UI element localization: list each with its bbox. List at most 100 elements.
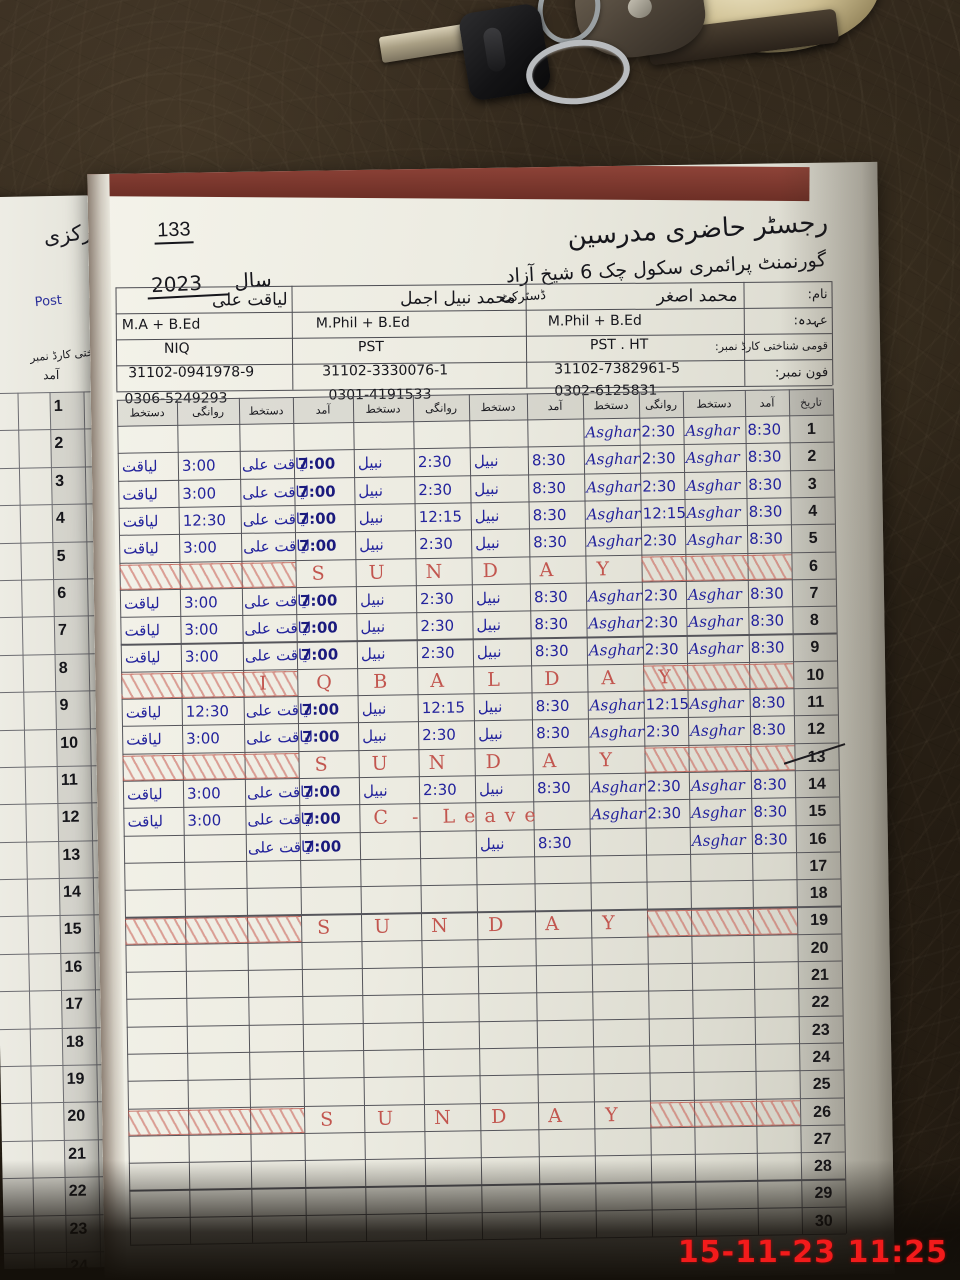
time-cell: 12:15 [418,507,463,526]
signature-cell: Asghar [689,694,744,713]
holiday-letter: D [482,559,498,582]
time-cell: 8:30 [534,642,569,661]
column-header: دستخط [593,398,629,413]
time-cell: 12:30 [182,511,227,530]
holiday-letter: D [485,750,501,773]
holiday-letter: Y [596,557,610,580]
teacher-name: لیاقت علی [211,289,288,311]
holiday-letter: S [320,1108,334,1131]
holiday-hatch [125,916,302,945]
signature-cell: Asghar [589,695,644,715]
keychain [378,0,886,136]
holiday-hatch [644,744,795,773]
column-header: دستخط [480,400,516,415]
time-cell: 8:30 [752,775,787,794]
holiday-hatch [649,1099,801,1128]
time-cell: 8:30 [534,614,569,634]
time-cell: 2:30 [647,804,682,823]
holiday-hatch [646,908,798,937]
holiday-letter: A [539,558,554,581]
signature-cell: نبیل [358,508,384,527]
signature-cell: لیاقت [124,648,161,668]
holiday-letter: S [311,562,325,585]
time-cell: 8:30 [753,802,788,822]
time-cell: 7:00 [300,618,338,638]
adjacent-page-row-number: 2 [54,435,64,453]
adjacent-page-row-number: 17 [65,995,84,1014]
time-cell: 3:00 [186,784,221,803]
holiday-letter: S [314,753,328,776]
column-header: دستخط [129,406,165,420]
signature-cell: Asghar [686,475,741,495]
signature-cell: لیاقت [126,785,163,804]
signature-cell: نبیل [474,506,500,526]
time-cell: 3:00 [181,456,216,476]
time-cell: 7:00 [303,836,342,856]
signature-cell: نبیل [479,834,505,853]
time-cell: 2:30 [642,476,677,496]
register-page: 133 رجسٹر حاضری مدرسین گورنمنٹ پرائمری س… [87,161,895,1280]
adjacent-page-arrival-label: آمد [43,367,60,383]
column-header: آمد [315,403,331,417]
signature-cell: Asghar [691,830,746,850]
holiday-letter: N [434,1106,451,1129]
signature-cell: لیاقت [125,703,162,722]
teacher-qualification: M.Phil + B.Ed [547,312,642,330]
holiday-letter: A [542,749,557,772]
time-cell: 8:30 [751,693,786,712]
holiday-letter: D [487,914,504,937]
teacher-cnic: 31102-7382961-5 [554,360,681,378]
column-header: آمد [547,399,563,414]
time-cell: 8:30 [748,529,783,549]
time-cell: 2:30 [646,776,681,796]
signature-cell: نبیل [357,453,383,473]
holiday-hatch [121,670,298,699]
time-cell: 12:15 [421,698,466,718]
signature-cell: نبیل [478,779,504,799]
page-shadow-gutter [777,161,895,1278]
signature-cell: نبیل [361,699,387,719]
column-header: دستخط [696,397,732,411]
time-cell: 8:30 [749,584,784,603]
signature-cell: لیاقت [127,812,164,831]
teacher-qualification: M.Phil + B.Ed [315,314,410,332]
signature-cell: نبیل [359,535,384,555]
adjacent-page-row-number: 5 [56,547,66,565]
signature-cell: لیاقت [121,457,158,477]
holiday-letter: A [544,913,560,936]
time-cell: 8:30 [536,778,571,798]
teacher-designation: NIQ [163,340,190,357]
time-cell: 7:00 [302,782,341,801]
signature-cell: Asghar [686,530,742,550]
time-cell: 8:30 [748,474,783,494]
time-cell: 7:00 [299,591,338,610]
signature-cell: Asghar [586,504,641,524]
time-cell: 3:00 [183,593,218,612]
teacher-designation: PST [357,339,384,356]
column-header: دستخط [365,402,401,416]
holiday-letter: L [487,668,501,691]
holiday-letter: D [490,1105,507,1128]
adjacent-page-row-number: 18 [65,1033,84,1051]
signature-cell: Asghar [585,422,640,442]
signature-cell: Asghar [591,804,646,824]
signature-cell: نبیل [476,615,502,635]
signature-cell: نبیل [475,534,500,553]
signature-cell: نبیل [360,645,386,664]
time-cell: 7:00 [298,509,337,528]
time-cell: 3:00 [182,483,217,503]
time-cell: 8:30 [750,611,785,631]
time-cell: 8:30 [535,696,570,716]
holiday-letter: Y [604,1103,618,1126]
time-cell: 3:00 [187,811,222,830]
holiday-letter: U [374,916,391,939]
signature-cell: Asghar [587,531,642,551]
camera-timestamp: 15-11-23 11:25 [677,1235,948,1270]
adjacent-page-post-mark: Post [33,292,63,311]
holiday-letter: D [544,667,560,690]
signature-cell: Asghar [590,722,645,742]
adjacent-page-row-number: 3 [55,472,65,490]
time-cell: 8:30 [751,720,786,740]
time-cell: 8:30 [748,502,783,521]
